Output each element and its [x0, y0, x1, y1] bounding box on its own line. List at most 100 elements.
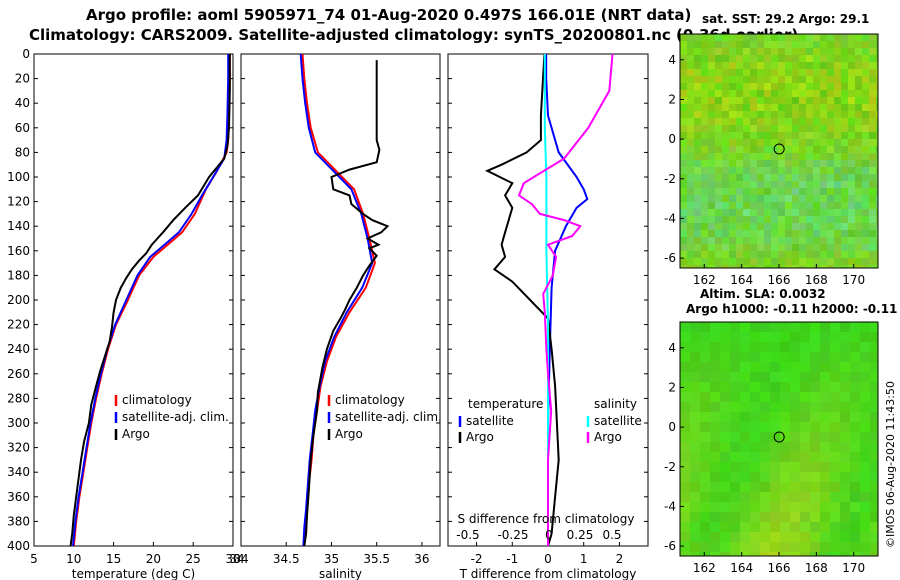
- map-cell: [876, 104, 878, 111]
- map-cell: [710, 462, 720, 472]
- map-cell: [778, 48, 785, 55]
- map-cell: [800, 342, 810, 352]
- map-cell: [785, 216, 792, 223]
- map-cell: [806, 244, 813, 251]
- map-cell: [862, 55, 869, 62]
- map-cell: [687, 55, 694, 62]
- map-cell: [710, 432, 720, 442]
- legend-label: satellite-adj. clim.: [335, 410, 442, 424]
- map-cell: [800, 552, 810, 556]
- map-cell: [743, 188, 750, 195]
- map-cell: [701, 34, 708, 41]
- map-cell: [770, 332, 780, 342]
- map-cell: [841, 97, 848, 104]
- map-cell: [840, 402, 850, 412]
- map-cell: [750, 125, 757, 132]
- map-cell: [820, 244, 827, 251]
- map-cell: [770, 342, 780, 352]
- map-cell: [743, 223, 750, 230]
- map-cell: [855, 55, 862, 62]
- map-cell: [820, 216, 827, 223]
- map-cell: [792, 265, 799, 268]
- map-cell: [687, 153, 694, 160]
- map-cell: [750, 174, 757, 181]
- map-cell: [710, 502, 720, 512]
- map-cell: [729, 111, 736, 118]
- series-line: [545, 54, 589, 546]
- map-cell: [834, 69, 841, 76]
- map-cell: [855, 202, 862, 209]
- map-cell: [834, 251, 841, 258]
- map-cell: [764, 132, 771, 139]
- map-cell: [799, 160, 806, 167]
- map-cell: [860, 442, 870, 452]
- map-cell: [764, 174, 771, 181]
- map-cell: [860, 342, 870, 352]
- map-cell: [750, 482, 760, 492]
- map-cell: [729, 195, 736, 202]
- map-cell: [806, 188, 813, 195]
- map-cell: [810, 512, 820, 522]
- map-cell: [680, 188, 687, 195]
- map-cell: [785, 118, 792, 125]
- map-x-tick-label: 166: [768, 561, 791, 575]
- map-cell: [780, 482, 790, 492]
- map-cell: [860, 402, 870, 412]
- map-cell: [722, 216, 729, 223]
- map-cell: [848, 139, 855, 146]
- map-cell: [771, 111, 778, 118]
- map-cell: [834, 125, 841, 132]
- map-cell: [736, 230, 743, 237]
- map-cell: [820, 167, 827, 174]
- map-cell: [729, 69, 736, 76]
- map-cell: [778, 118, 785, 125]
- map-x-tick-label: 170: [842, 273, 865, 287]
- map-cell: [760, 492, 770, 502]
- map-cell: [876, 265, 878, 268]
- map-cell: [700, 372, 710, 382]
- map-cell: [834, 34, 841, 41]
- map-cell: [729, 125, 736, 132]
- map-cell: [708, 139, 715, 146]
- map-cell: [820, 76, 827, 83]
- map-cell: [690, 542, 700, 552]
- map-cell: [740, 402, 750, 412]
- map-cell: [750, 462, 760, 472]
- map-cell: [792, 139, 799, 146]
- map-cell: [850, 412, 860, 422]
- map-cell: [736, 167, 743, 174]
- map-cell: [715, 230, 722, 237]
- map-cell: [860, 422, 870, 432]
- map-cell: [680, 258, 687, 265]
- map-cell: [876, 34, 878, 41]
- map-cell: [800, 482, 810, 492]
- map-cell: [806, 202, 813, 209]
- map-cell: [799, 69, 806, 76]
- map-cell: [694, 146, 701, 153]
- map-cell: [848, 251, 855, 258]
- map-cell: [848, 230, 855, 237]
- map-cell: [680, 352, 690, 362]
- map-cell: [785, 188, 792, 195]
- map-cell: [720, 362, 730, 372]
- map-cell: [700, 432, 710, 442]
- map-cell: [834, 167, 841, 174]
- map-cell: [722, 139, 729, 146]
- map-cell: [743, 181, 750, 188]
- map-x-tick-label: 162: [693, 273, 716, 287]
- map-cell: [722, 104, 729, 111]
- map-cell: [729, 48, 736, 55]
- map-cell: [870, 532, 878, 542]
- map-cell: [694, 160, 701, 167]
- map-cell: [841, 195, 848, 202]
- map-cell: [700, 472, 710, 482]
- map-cell: [750, 90, 757, 97]
- map-cell: [757, 132, 764, 139]
- map-cell: [722, 251, 729, 258]
- map-cell: [750, 392, 760, 402]
- map-cell: [876, 153, 878, 160]
- map-cell: [848, 132, 855, 139]
- map-cell: [740, 422, 750, 432]
- map-cell: [840, 382, 850, 392]
